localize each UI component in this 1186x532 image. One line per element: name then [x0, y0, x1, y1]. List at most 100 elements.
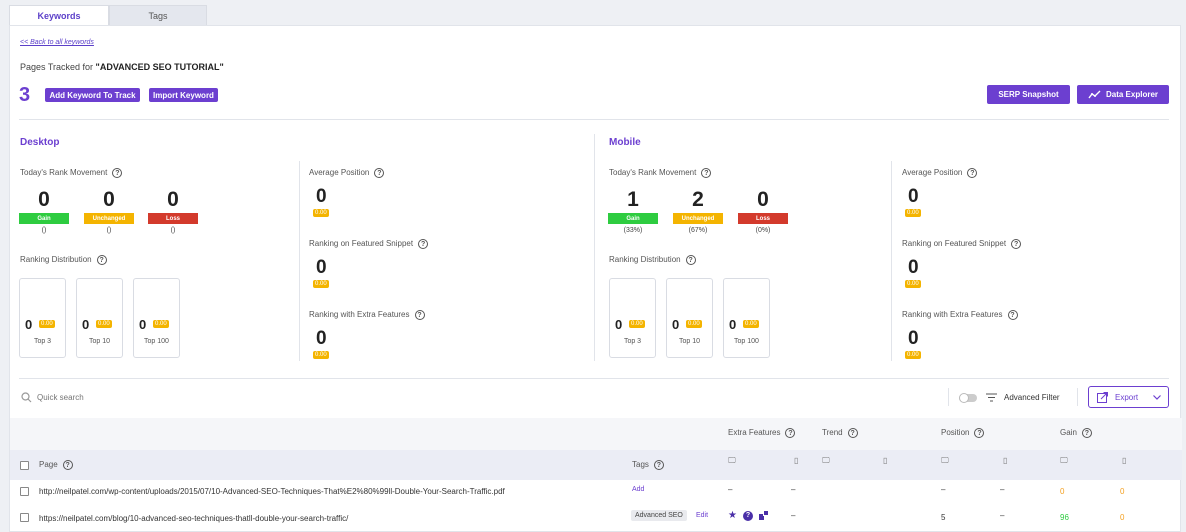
- mobile-dist-top100: 0 0.00 Top 100: [723, 278, 770, 358]
- mobile-featured-chip: 0.00: [905, 280, 921, 288]
- help-icon[interactable]: ?: [1081, 428, 1092, 438]
- desktop-unchanged-pct: (): [106, 227, 112, 234]
- row-checkbox[interactable]: [20, 513, 29, 522]
- desktop-extra-label: Ranking with Extra Features?: [309, 310, 425, 320]
- row-checkbox[interactable]: [20, 487, 29, 496]
- row-gain-desktop: 0: [1060, 487, 1065, 496]
- desktop-gain-value: 0: [38, 188, 50, 211]
- desktop-dist-top3: 0 0.00 Top 3: [19, 278, 66, 358]
- row-url[interactable]: http://neilpatel.com/wp-content/uploads/…: [39, 487, 505, 496]
- mobile-unchanged-value: 2: [692, 188, 704, 211]
- col-page: Page?: [39, 460, 73, 470]
- data-explorer-button[interactable]: Data Explorer: [1077, 85, 1169, 104]
- sitelinks-icon: [759, 510, 769, 520]
- desktop-dist-label: Ranking Distribution?: [20, 255, 107, 265]
- desktop-icon: 🖵: [1060, 456, 1068, 465]
- filter-icon: [986, 393, 997, 402]
- tab-tags[interactable]: Tags: [109, 5, 207, 25]
- help-icon[interactable]: ?: [685, 255, 696, 265]
- desktop-extra-chip: 0.00: [313, 351, 329, 359]
- advanced-filter-button[interactable]: Advanced Filter: [1004, 393, 1060, 402]
- import-keyword-button[interactable]: Import Keyword: [149, 88, 218, 102]
- divider: [1077, 388, 1078, 406]
- filter-toggle[interactable]: [959, 393, 977, 403]
- page-title: Pages Tracked for "ADVANCED SEO TUTORIAL…: [20, 62, 224, 72]
- row-extra-desktop: –: [728, 485, 733, 494]
- mobile-loss-bar: Loss: [738, 213, 788, 224]
- mobile-featured-label: Ranking on Featured Snippet?: [902, 239, 1022, 249]
- row-url[interactable]: https://neilpatel.com/blog/10-advanced-s…: [39, 514, 349, 523]
- mobile-unchanged-pct: (67%): [688, 227, 708, 234]
- serp-snapshot-button[interactable]: SERP Snapshot: [987, 85, 1070, 104]
- mobile-avg-chip: 0.00: [905, 209, 921, 217]
- mobile-avg-position-label: Average Position?: [902, 168, 978, 178]
- row-extra-mobile: –: [791, 485, 796, 494]
- tab-keywords[interactable]: Keywords: [9, 5, 109, 26]
- mobile-loss-pct: (0%): [755, 227, 771, 234]
- col-extra-features: Extra Features?: [728, 428, 796, 438]
- desktop-featured-value: 0: [316, 257, 327, 278]
- help-icon[interactable]: ?: [653, 460, 664, 470]
- mobile-icon: ▯: [1003, 456, 1008, 465]
- mobile-gain-bar: Gain: [608, 213, 658, 224]
- back-link[interactable]: << Back to all keywords: [20, 39, 94, 46]
- mobile-icon: ▯: [794, 456, 799, 465]
- desktop-loss-value: 0: [167, 188, 179, 211]
- export-button[interactable]: Export: [1088, 386, 1169, 408]
- edit-tag-link[interactable]: Edit: [696, 512, 709, 519]
- divider: [19, 119, 1169, 120]
- search-input[interactable]: [37, 389, 337, 405]
- desktop-gain-pct: (): [41, 227, 47, 234]
- mobile-icon: ▯: [1122, 456, 1127, 465]
- desktop-unchanged-value: 0: [103, 188, 115, 211]
- add-keyword-button[interactable]: Add Keyword To Track: [45, 88, 140, 102]
- mobile-gain-pct: (33%): [623, 227, 643, 234]
- search-icon: [21, 392, 32, 403]
- row-position-desktop: –: [941, 485, 946, 494]
- row-position-mobile: –: [1000, 485, 1005, 494]
- col-tags: Tags?: [632, 460, 664, 470]
- row-position-desktop: 5: [941, 513, 946, 522]
- desktop-avg-position-value: 0: [316, 186, 327, 207]
- desktop-icon: 🖵: [822, 456, 830, 465]
- tracked-count: 3: [19, 84, 31, 106]
- data-explorer-label: Data Explorer: [1105, 90, 1159, 99]
- help-icon[interactable]: ?: [374, 168, 385, 178]
- mobile-unchanged-bar: Unchanged: [673, 213, 723, 224]
- main-panel: << Back to all keywords Pages Tracked fo…: [9, 25, 1182, 532]
- tag-badge: Advanced SEO: [631, 510, 687, 521]
- help-icon[interactable]: ?: [701, 168, 712, 178]
- help-icon[interactable]: ?: [1011, 239, 1022, 249]
- mobile-avg-position-value: 0: [908, 186, 919, 207]
- help-icon[interactable]: ?: [418, 239, 429, 249]
- divider: [594, 134, 595, 361]
- divider: [948, 388, 949, 406]
- desktop-gain-bar: Gain: [19, 213, 69, 224]
- desktop-extra-value: 0: [316, 328, 327, 349]
- row-gain-desktop: 96: [1060, 513, 1069, 522]
- mobile-gain-value: 1: [627, 188, 639, 211]
- star-icon: ★: [728, 510, 737, 521]
- help-icon[interactable]: ?: [967, 168, 978, 178]
- help-icon[interactable]: ?: [96, 255, 107, 265]
- divider: [299, 161, 300, 361]
- mobile-dist-label: Ranking Distribution?: [609, 255, 696, 265]
- table-group-header: [10, 418, 1182, 450]
- row-extra-mobile: –: [791, 511, 796, 520]
- help-icon[interactable]: ?: [1007, 310, 1018, 320]
- table-header-row: [10, 450, 1182, 480]
- mobile-featured-value: 0: [908, 257, 919, 278]
- mobile-extra-label: Ranking with Extra Features?: [902, 310, 1018, 320]
- help-icon[interactable]: ?: [974, 428, 985, 438]
- desktop-featured-chip: 0.00: [313, 280, 329, 288]
- help-icon[interactable]: ?: [62, 460, 73, 470]
- desktop-avg-chip: 0.00: [313, 209, 329, 217]
- add-tag-link[interactable]: Add: [632, 486, 645, 493]
- help-icon[interactable]: ?: [414, 310, 425, 320]
- mobile-dist-top3: 0 0.00 Top 3: [609, 278, 656, 358]
- help-icon[interactable]: ?: [847, 428, 858, 438]
- help-icon[interactable]: ?: [785, 428, 796, 438]
- help-icon[interactable]: ?: [112, 168, 123, 178]
- select-all-checkbox[interactable]: [20, 461, 29, 470]
- trend-icon: [1088, 90, 1101, 99]
